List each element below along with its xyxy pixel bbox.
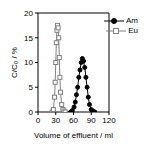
svg-text:120: 120 (102, 116, 116, 125)
svg-text:10: 10 (24, 58, 33, 67)
svg-text:90: 90 (87, 116, 96, 125)
svg-text:5: 5 (29, 83, 34, 92)
svg-text:C/C₀ / %: C/C₀ / % (10, 47, 19, 78)
svg-text:15: 15 (24, 34, 33, 43)
html-text:Eu: Eu (128, 26, 138, 35)
svg-text:30: 30 (51, 116, 60, 125)
svg-text:0: 0 (36, 116, 41, 125)
html-text:Am: Am (126, 16, 138, 25)
svg-text:0: 0 (29, 108, 34, 117)
svg-text:60: 60 (69, 116, 78, 125)
svg-text:Volume of effluent / ml: Volume of effluent / ml (34, 131, 113, 140)
svg-text:20: 20 (24, 9, 33, 18)
